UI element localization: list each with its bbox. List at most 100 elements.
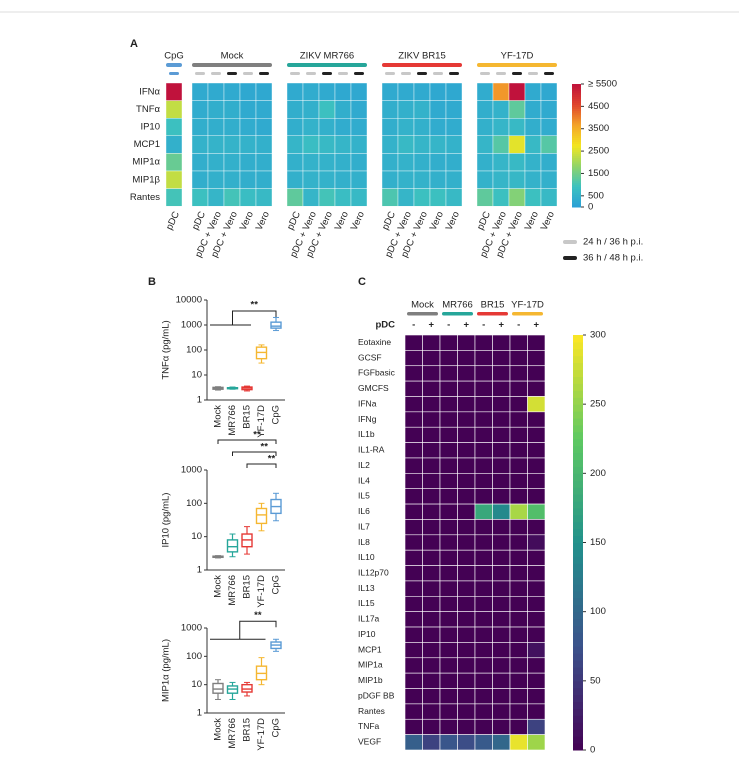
heatmap-cell: [207, 170, 225, 189]
heatmap-cell: [350, 188, 368, 207]
y-tick-label: 1000: [181, 623, 202, 634]
heatmap-cell: [422, 365, 441, 382]
colorbar-segment: [572, 116, 581, 120]
heatmap-cell: [191, 100, 209, 119]
colorbar-segment: [572, 151, 581, 155]
heatmap-cell: [439, 580, 458, 597]
colorbar-segment: [572, 86, 581, 89]
heatmap-cell: [404, 488, 423, 505]
heatmap-cell: [422, 642, 441, 659]
row-label: IP10: [358, 629, 376, 639]
colorbar-segment: [573, 480, 583, 488]
y-tick-label: 10: [191, 531, 202, 542]
heatmap-cell: [457, 672, 476, 689]
heatmap-cell: [404, 688, 423, 705]
heatmap-cell: [404, 503, 423, 520]
heatmap-cell: [191, 153, 209, 172]
heatmap-cell: [509, 473, 528, 490]
heatmap-cell: [439, 703, 458, 720]
colorbar-segment: [573, 590, 583, 599]
heatmap-cell: [404, 380, 423, 397]
colorbar-tick-label: 1500: [588, 168, 609, 179]
column-label: Vero: [349, 210, 367, 232]
colorbar-segment: [573, 556, 583, 564]
heatmap-cell: [439, 426, 458, 443]
heatmap-cell: [457, 657, 476, 674]
heatmap-cell: [457, 611, 476, 628]
heatmap-cell: [492, 117, 510, 136]
heatmap-cell: [397, 100, 415, 119]
heatmap-cell: [509, 565, 528, 582]
heatmap-cell: [429, 82, 447, 101]
row-label: MCP1: [134, 139, 160, 150]
row-label: IL7: [358, 521, 370, 531]
colorbar-tick-label: 250: [590, 399, 606, 410]
heatmap-cell: [527, 365, 546, 382]
heatmap-cell: [524, 153, 542, 172]
heatmap-cell: [413, 82, 431, 101]
colorbar-segment: [573, 507, 583, 516]
heatmap-cell: [223, 188, 241, 207]
colorbar-tick-label: ≥ 5500: [588, 79, 617, 90]
colorbar-segment: [573, 397, 583, 405]
heatmap-cell: [223, 100, 241, 119]
colorbar-tick-label: 500: [588, 190, 604, 201]
heatmap-cell: [207, 100, 225, 119]
colorbar-segment: [572, 200, 581, 204]
heatmap-cell: [439, 549, 458, 566]
colorbar-segment: [572, 118, 581, 122]
heatmap-cell: [509, 457, 528, 474]
heatmap-cell: [492, 82, 510, 101]
colorbar-segment: [573, 335, 583, 343]
heatmap-cell: [302, 100, 320, 119]
row-label: IL1b: [358, 429, 375, 439]
column-label: Vero: [428, 210, 446, 232]
heatmap-cell: [509, 626, 528, 643]
heatmap-cell: [422, 734, 441, 751]
heatmap-cell: [239, 153, 257, 172]
heatmap-cell: [350, 170, 368, 189]
heatmap-cell: [527, 626, 546, 643]
heatmap-cell: [318, 188, 336, 207]
heatmap-cell: [286, 170, 304, 189]
colorbar-segment: [573, 667, 583, 675]
row-label: IL1-RA: [358, 445, 385, 455]
heatmap-cell: [492, 565, 511, 582]
heatmap-cell: [350, 82, 368, 101]
heatmap-cell: [509, 488, 528, 505]
colorbar-segment: [573, 611, 583, 620]
x-tick-label: BR15: [242, 718, 253, 742]
group-bar: [442, 312, 473, 316]
heatmap-cell: [318, 82, 336, 101]
box: [212, 682, 224, 694]
colorbar-tick-label: 3500: [588, 123, 609, 134]
heatmap-cell: [422, 703, 441, 720]
heatmap-cell: [474, 626, 493, 643]
colorbar-segment: [573, 570, 583, 578]
colorbar-segment: [573, 521, 583, 530]
y-tick-label: 1: [197, 708, 202, 719]
heatmap-cell: [474, 672, 493, 689]
colorbar-segment: [573, 445, 583, 454]
heatmap-cell: [445, 117, 463, 136]
heatmap-cell: [439, 350, 458, 367]
heatmap-cell: [404, 457, 423, 474]
heatmap-cell: [492, 365, 511, 382]
colorbar-segment: [573, 597, 583, 606]
heatmap-cell: [492, 688, 511, 705]
heatmap-cell: [404, 350, 423, 367]
column-label: Vero: [539, 210, 557, 232]
colorbar-segment: [572, 104, 581, 108]
heatmap-cell: [404, 442, 423, 459]
heatmap-cell: [457, 442, 476, 459]
heatmap-cell: [527, 657, 546, 674]
row-label: VEGF: [358, 737, 381, 747]
heatmap-cell: [397, 153, 415, 172]
heatmap-cell: [445, 153, 463, 172]
heatmap-cell: [527, 672, 546, 689]
heatmap-cell: [397, 135, 415, 154]
heatmap-cell: [492, 188, 510, 207]
colorbar-segment: [572, 92, 581, 95]
group-label: CpG: [164, 51, 184, 62]
heatmap-cell: [492, 549, 511, 566]
